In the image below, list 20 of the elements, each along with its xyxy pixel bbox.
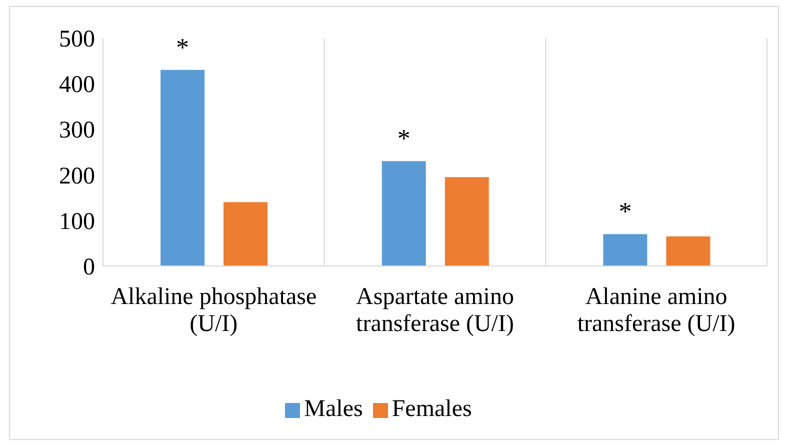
annotation: * bbox=[397, 124, 410, 154]
x-tick-label: Alanine amino transferase (U/I) bbox=[577, 284, 736, 337]
y-tick-label: 400 bbox=[59, 72, 95, 98]
x-tick-label: Aspartate amino transferase (U/I) bbox=[356, 284, 514, 337]
bar bbox=[603, 234, 648, 266]
x-tick-label: Alkaline phosphatase (U/I) bbox=[110, 284, 317, 337]
bar bbox=[444, 177, 489, 266]
y-tick-label: 0 bbox=[83, 254, 95, 281]
bar bbox=[666, 236, 710, 266]
y-tick-label: 200 bbox=[59, 163, 95, 190]
legend-label: Males bbox=[304, 396, 363, 422]
legend-label: Females bbox=[392, 396, 472, 422]
annotation: * bbox=[176, 32, 190, 62]
bar bbox=[382, 161, 426, 266]
y-tick-label: 100 bbox=[59, 208, 95, 235]
bar bbox=[160, 70, 205, 266]
y-tick-label: 300 bbox=[59, 118, 95, 144]
annotation: * bbox=[618, 197, 632, 226]
y-tick-label: 500 bbox=[59, 26, 95, 53]
bar bbox=[224, 202, 268, 266]
